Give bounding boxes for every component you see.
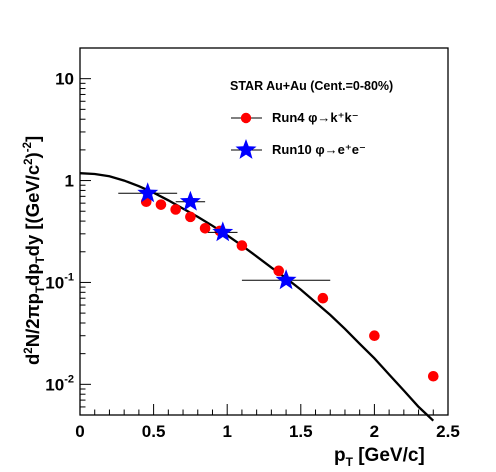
data-point-run4 — [273, 265, 285, 277]
data-point-run4 — [427, 370, 439, 382]
data-point-run4 — [317, 292, 329, 304]
model-curve — [79, 172, 435, 422]
legend-label-run4: Run4 φ→k⁺k⁻ — [272, 110, 359, 125]
data-point-run10 — [179, 190, 201, 211]
x-axis: 0 0.5 1 1.5 2 2.5 — [75, 404, 460, 441]
x-tick-label: 1.5 — [289, 422, 313, 441]
x-tick-label: 2 — [370, 422, 379, 441]
data-point-run4 — [185, 211, 196, 223]
data-point-run4 — [199, 222, 211, 234]
chart-annotation: STAR Au+Au (Cent.=0-80%) — [230, 79, 393, 93]
data-point-run4 — [236, 240, 248, 251]
y-tick-label: 10 — [55, 70, 74, 89]
y-tick-label: 10-1 — [45, 271, 74, 292]
legend-label-run10: Run10 φ→e⁺e⁻ — [272, 142, 366, 157]
y-axis: 10-2 10-1 1 10 — [45, 47, 91, 416]
data-point-run4 — [369, 330, 380, 342]
x-tick-label: 2.5 — [436, 422, 460, 441]
legend: Run4 φ→k⁺k⁻ Run10 φ→e⁺e⁻ — [231, 110, 366, 159]
legend-marker-run4 — [240, 112, 252, 124]
plot-frame — [79, 47, 449, 416]
data-point-run4 — [170, 204, 181, 215]
y-tick-label: 10-2 — [45, 373, 74, 394]
x-tick-label: 1 — [222, 422, 231, 441]
data-point-run4 — [155, 199, 167, 210]
x-tick-label: 0 — [75, 422, 84, 441]
data-point-run10 — [275, 269, 297, 290]
y-tick-label: 1 — [65, 172, 74, 191]
data-point-run10 — [137, 182, 159, 203]
legend-marker-run10 — [235, 139, 257, 159]
x-tick-label: 0.5 — [142, 422, 166, 441]
y-axis-title: d2N/2πpTdpTdy [(GeV/c2)-2] — [22, 136, 47, 365]
curve-layer — [79, 172, 435, 422]
x-axis-title: pT [GeV/c] — [334, 445, 425, 469]
data-point-run10 — [212, 221, 234, 242]
points-layer — [118, 182, 439, 382]
